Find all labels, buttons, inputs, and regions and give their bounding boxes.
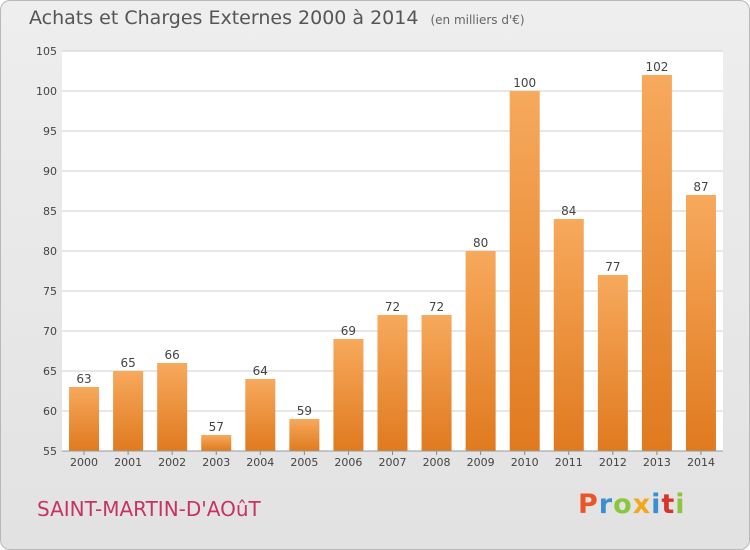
bar-2010 <box>509 91 540 451</box>
y-tick-label: 80 <box>43 245 57 258</box>
x-tick-label-2008: 2008 <box>423 456 451 469</box>
data-label-2010: 100 <box>513 76 536 90</box>
y-tick-label: 90 <box>43 165 57 178</box>
x-tick-label-2002: 2002 <box>158 456 186 469</box>
data-label-2003: 57 <box>209 420 224 434</box>
y-tick-label: 75 <box>43 285 57 298</box>
y-tick-label: 60 <box>43 405 57 418</box>
bar-2003 <box>201 435 232 451</box>
data-label-2004: 64 <box>253 364 268 378</box>
bars <box>69 75 716 451</box>
bar-2009 <box>465 251 496 451</box>
y-tick-label: 70 <box>43 325 57 338</box>
data-label-2002: 66 <box>165 348 180 362</box>
data-label-2006: 69 <box>341 324 356 338</box>
bar-2013 <box>641 75 672 451</box>
x-tick-label-2000: 2000 <box>70 456 98 469</box>
x-tick-label-2005: 2005 <box>290 456 318 469</box>
data-label-2013: 102 <box>645 60 668 74</box>
bar-2011 <box>553 219 584 451</box>
logo-letter: P <box>578 489 599 520</box>
x-tick-label-2012: 2012 <box>599 456 627 469</box>
logo-letter: t <box>661 489 676 520</box>
bar-2006 <box>333 339 364 451</box>
x-tick-label-2014: 2014 <box>687 456 715 469</box>
data-label-2005: 59 <box>297 404 312 418</box>
x-tick-label-2001: 2001 <box>114 456 142 469</box>
bar-2014 <box>685 195 716 451</box>
x-axis-ticks: 2000 2001 2002 2003 2004 2005 2006 2007 2008 2009… <box>70 451 715 469</box>
x-tick-label-2013: 2013 <box>643 456 671 469</box>
data-label-2007: 72 <box>385 300 400 314</box>
x-tick-label-2007: 2007 <box>379 456 407 469</box>
chart-title: Achats et Charges Externes 2000 à 2014 (e… <box>29 7 525 29</box>
x-tick-label-2003: 2003 <box>202 456 230 469</box>
bar-2001 <box>113 371 144 451</box>
bar-2000 <box>69 387 100 451</box>
y-tick-label: 65 <box>43 365 57 378</box>
bar-2012 <box>597 275 628 451</box>
data-labels: 63 65 66 57 64 59 69 72 72 80 100 84 77 102 87 <box>76 60 708 434</box>
x-tick-label-2011: 2011 <box>555 456 583 469</box>
data-label-2008: 72 <box>429 300 444 314</box>
bar-2004 <box>245 379 276 451</box>
bar-2002 <box>157 363 188 451</box>
bar-2007 <box>377 315 408 451</box>
town-name: SAINT-MARTIN-D'AOûT <box>37 497 261 521</box>
logo-letter: o <box>613 489 633 520</box>
data-label-2001: 65 <box>120 356 135 370</box>
proxiti-logo[interactable]: Proxiti <box>578 489 686 520</box>
logo-letter: x <box>632 489 652 520</box>
logo-letter: r <box>598 489 614 520</box>
data-label-2011: 84 <box>561 204 576 218</box>
y-tick-label: 85 <box>43 205 57 218</box>
x-tick-label-2009: 2009 <box>467 456 495 469</box>
y-tick-label: 55 <box>43 445 57 458</box>
x-tick-label-2006: 2006 <box>334 456 362 469</box>
y-tick-label: 105 <box>36 45 57 58</box>
y-tick-label: 100 <box>36 85 57 98</box>
logo-letter: i <box>675 489 686 520</box>
bar-2008 <box>421 315 452 451</box>
data-label-2014: 87 <box>693 180 708 194</box>
x-tick-label-2010: 2010 <box>511 456 539 469</box>
title-text: Achats et Charges Externes 2000 à 2014 <box>29 7 419 29</box>
y-axis-ticks: 55 60 65 70 75 80 85 90 95 100 105 <box>36 45 57 458</box>
logo-letter: i <box>651 489 662 520</box>
bar-2005 <box>289 419 320 451</box>
chart-subtitle: (en milliers d'€) <box>430 13 525 27</box>
data-label-2012: 77 <box>605 260 620 274</box>
x-tick-label-2004: 2004 <box>246 456 274 469</box>
y-tick-label: 95 <box>43 125 57 138</box>
data-label-2009: 80 <box>473 236 488 250</box>
data-label-2000: 63 <box>76 372 91 386</box>
